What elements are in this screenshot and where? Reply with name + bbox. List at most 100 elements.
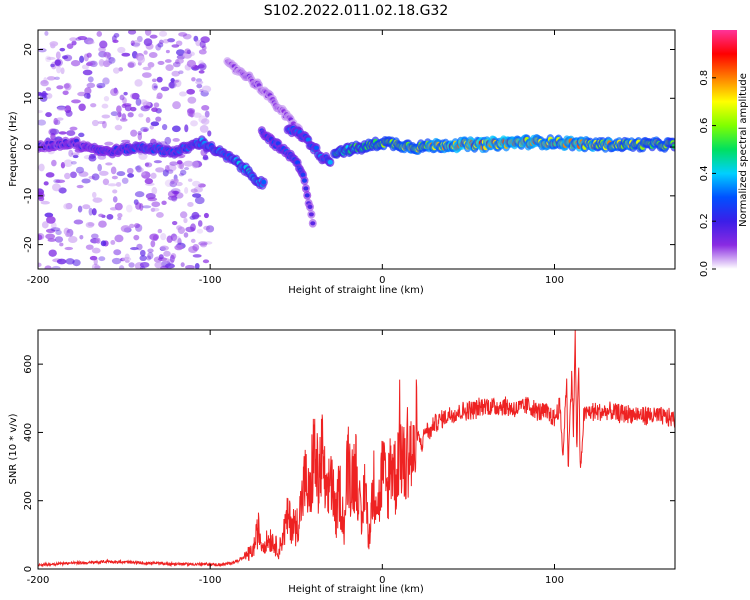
spectrogram-speckle <box>172 61 181 68</box>
spectrogram-speckle <box>171 125 181 133</box>
spectrogram-speckle <box>176 160 183 165</box>
spectrogram-speckle <box>153 85 158 89</box>
spectrogram-speckle <box>40 80 48 84</box>
snr-ytick-label: 0 <box>23 566 34 572</box>
spectrogram-speckle <box>159 245 169 251</box>
spectrogram-speckle <box>164 136 172 145</box>
spectrogram-speckle <box>173 178 179 183</box>
spectrogram-ridge-cell <box>308 212 314 217</box>
spectrogram-speckle <box>78 171 89 177</box>
spectrogram-speckle <box>40 79 49 87</box>
spectrogram-speckle <box>64 246 74 251</box>
spectrogram-speckle <box>107 183 117 187</box>
spectrogram-speckle <box>44 30 49 36</box>
spectrogram-speckle <box>157 60 165 66</box>
spectrogram-speckle <box>190 188 198 193</box>
spectrogram-speckle <box>178 32 188 37</box>
spectrogram-speckle <box>202 156 209 161</box>
spectrogram-speckle <box>106 214 114 220</box>
spectrogram-speckle <box>151 201 161 208</box>
spectrogram-speckle <box>139 255 147 262</box>
snr-ytick-label: 600 <box>23 355 34 374</box>
spectrogram-speckle <box>117 213 123 218</box>
spectrogram-speckle <box>60 162 66 169</box>
spectrogram-speckle <box>55 229 62 235</box>
spectrogram-speckle <box>38 91 43 97</box>
spectrogram-ridge-cell <box>261 179 267 185</box>
spectrogram-xtick-label: -100 <box>199 275 222 286</box>
colorbar-gradient <box>712 30 737 269</box>
spectrogram-speckle <box>75 166 85 174</box>
spectrogram-speckle <box>168 81 177 89</box>
spectrogram-speckle <box>69 37 78 42</box>
spectrogram-speckle <box>165 64 174 72</box>
spectrogram-speckle <box>43 181 49 186</box>
spectrogram-speckle <box>187 178 193 182</box>
spectrogram-ytick-label: -10 <box>23 188 34 204</box>
spectrogram-ridge-cell <box>314 145 320 151</box>
colorbar: 0.0 0.2 0.4 0.6 0.8 Normalized spectral ampl… <box>699 30 749 277</box>
spectrogram-speckle <box>144 162 150 167</box>
spectrogram-speckle <box>91 263 100 269</box>
spectrogram-speckle <box>45 228 56 233</box>
spectrogram-speckle <box>172 235 182 243</box>
spectrogram-speckle <box>201 105 210 111</box>
spectrogram-speckle <box>187 201 194 207</box>
spectrogram-speckle <box>192 243 200 252</box>
spectrogram-speckle <box>184 167 190 171</box>
spectrogram-speckle <box>92 191 97 199</box>
spectrogram-xlabel: Height of straight line (km) <box>288 285 424 296</box>
spectrogram-speckle <box>39 94 48 102</box>
spectrogram-speckle <box>195 80 204 85</box>
spectrogram-speckle <box>88 155 97 162</box>
snr-xtick-label: 0 <box>379 575 385 586</box>
spectrogram-speckle <box>41 221 49 229</box>
spectrogram-speckle <box>130 40 135 46</box>
spectrogram-speckle <box>62 55 69 60</box>
spectrogram-speckle <box>111 175 118 180</box>
spectrogram-speckle <box>77 205 83 213</box>
spectrogram-speckle <box>163 250 171 257</box>
spectrogram-speckle <box>71 99 81 104</box>
spectrogram-speckle <box>133 223 141 229</box>
spectrogram-speckle <box>144 162 153 168</box>
spectrogram-speckle <box>190 120 198 127</box>
spectrogram-speckle <box>151 107 158 113</box>
spectrogram-speckle <box>86 62 93 67</box>
spectrogram-speckle <box>118 265 125 269</box>
spectrogram-speckle <box>198 115 208 124</box>
spectrogram-speckle <box>190 238 196 244</box>
spectrogram-speckle <box>103 51 111 58</box>
spectrogram-speckle <box>183 217 188 224</box>
spectrogram-speckle <box>102 178 110 186</box>
spectrogram-speckle <box>60 67 65 75</box>
spectrogram-speckle <box>115 112 120 121</box>
spectrogram-speckle <box>56 105 67 110</box>
spectrogram-speckle <box>187 96 197 104</box>
spectrogram-speckle <box>100 240 107 247</box>
spectrogram-speckle <box>58 187 67 194</box>
spectrogram-speckle <box>56 65 62 74</box>
spectrogram-speckle <box>162 257 170 263</box>
spectrogram-speckle <box>115 181 122 187</box>
spectrogram-speckle <box>147 248 154 253</box>
spectrogram-speckle <box>143 50 148 55</box>
spectrogram-speckle <box>50 227 61 232</box>
spectrogram-speckle <box>203 212 209 219</box>
spectrogram-speckle <box>200 242 207 248</box>
spectrogram-speckle <box>140 249 146 257</box>
spectrogram-speckle <box>180 262 185 268</box>
spectrogram-speckle <box>196 228 204 234</box>
spectrogram-speckle <box>56 85 64 90</box>
spectrogram-ridge-cell <box>303 186 309 191</box>
spectrogram-speckle <box>183 160 194 167</box>
spectrogram-speckle <box>70 60 81 67</box>
spectrogram-ridge-cell <box>302 178 308 183</box>
spectrogram-speckle <box>186 108 196 114</box>
snr-xtick-label: 100 <box>545 575 564 586</box>
spectrogram-speckle <box>59 242 64 247</box>
spectrogram-speckle <box>151 186 158 195</box>
spectrogram-speckle <box>91 173 100 181</box>
